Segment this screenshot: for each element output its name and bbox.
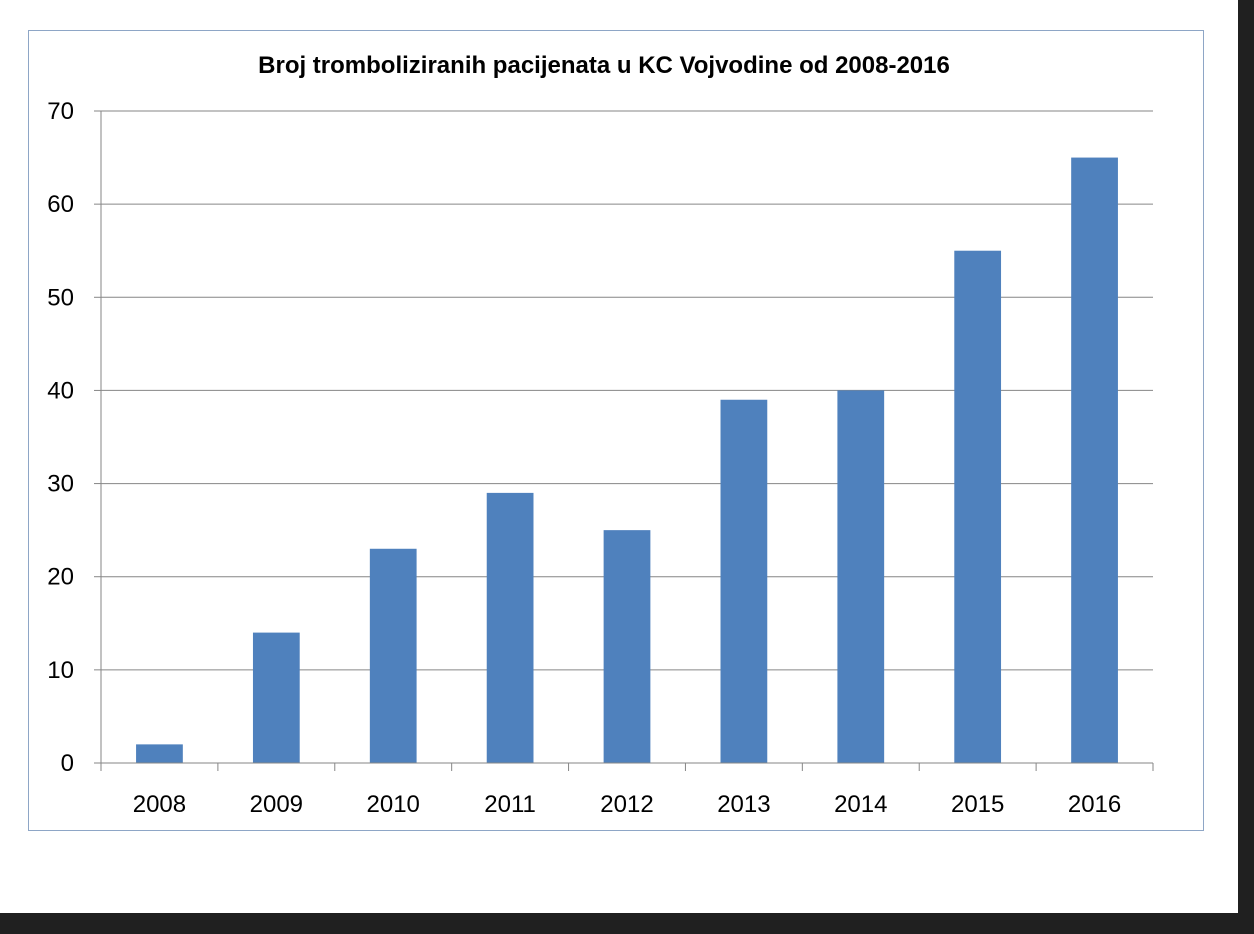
x-tick-label: 2011 <box>484 791 536 818</box>
bar-2012 <box>603 530 651 763</box>
x-tick-label: 2013 <box>717 791 770 818</box>
bars <box>136 157 1118 764</box>
x-tick-label: 2009 <box>250 791 303 818</box>
dark-frame-right <box>1238 0 1254 934</box>
chart-container: Broj tromboliziranih pacijenata u KC Voj… <box>28 30 1204 831</box>
bar-2016 <box>1071 157 1118 764</box>
x-tick-labels: 2008 2009 2010 2011 2012 2013 2014 2015 2016 <box>133 791 1122 818</box>
x-tick-label: 2014 <box>834 791 887 818</box>
gridlines <box>101 110 1153 671</box>
bar-2011 <box>486 492 534 763</box>
y-tick-label: 60 <box>47 191 74 218</box>
bar-2008 <box>136 744 183 763</box>
bar-2010 <box>369 548 417 763</box>
x-tick-label: 2016 <box>1068 791 1121 818</box>
chart-title: Broj tromboliziranih pacijenata u KC Voj… <box>258 52 950 79</box>
y-tick-label: 40 <box>47 377 74 404</box>
y-tick-label: 30 <box>47 471 74 498</box>
x-tick-label: 2010 <box>367 791 420 818</box>
bar-chart: Broj tromboliziranih pacijenata u KC Voj… <box>47 52 1154 818</box>
dark-frame-bottom <box>0 913 1254 934</box>
bar-2014 <box>837 390 885 763</box>
bar-2013 <box>720 399 768 763</box>
y-tick-label: 10 <box>47 657 74 684</box>
y-tick-label: 0 <box>61 750 74 777</box>
x-tick-label: 2012 <box>600 791 653 818</box>
y-tick-label: 20 <box>47 564 74 591</box>
bar-2009 <box>252 632 300 763</box>
bar-2015 <box>954 250 1002 763</box>
y-tick-label: 70 <box>47 98 74 125</box>
x-tick-label: 2015 <box>951 791 1004 818</box>
y-tick-labels: 0 10 20 30 40 50 60 70 <box>47 98 74 777</box>
x-tick-label: 2008 <box>133 791 186 818</box>
axes <box>94 110 1154 771</box>
y-tick-label: 50 <box>47 284 74 311</box>
